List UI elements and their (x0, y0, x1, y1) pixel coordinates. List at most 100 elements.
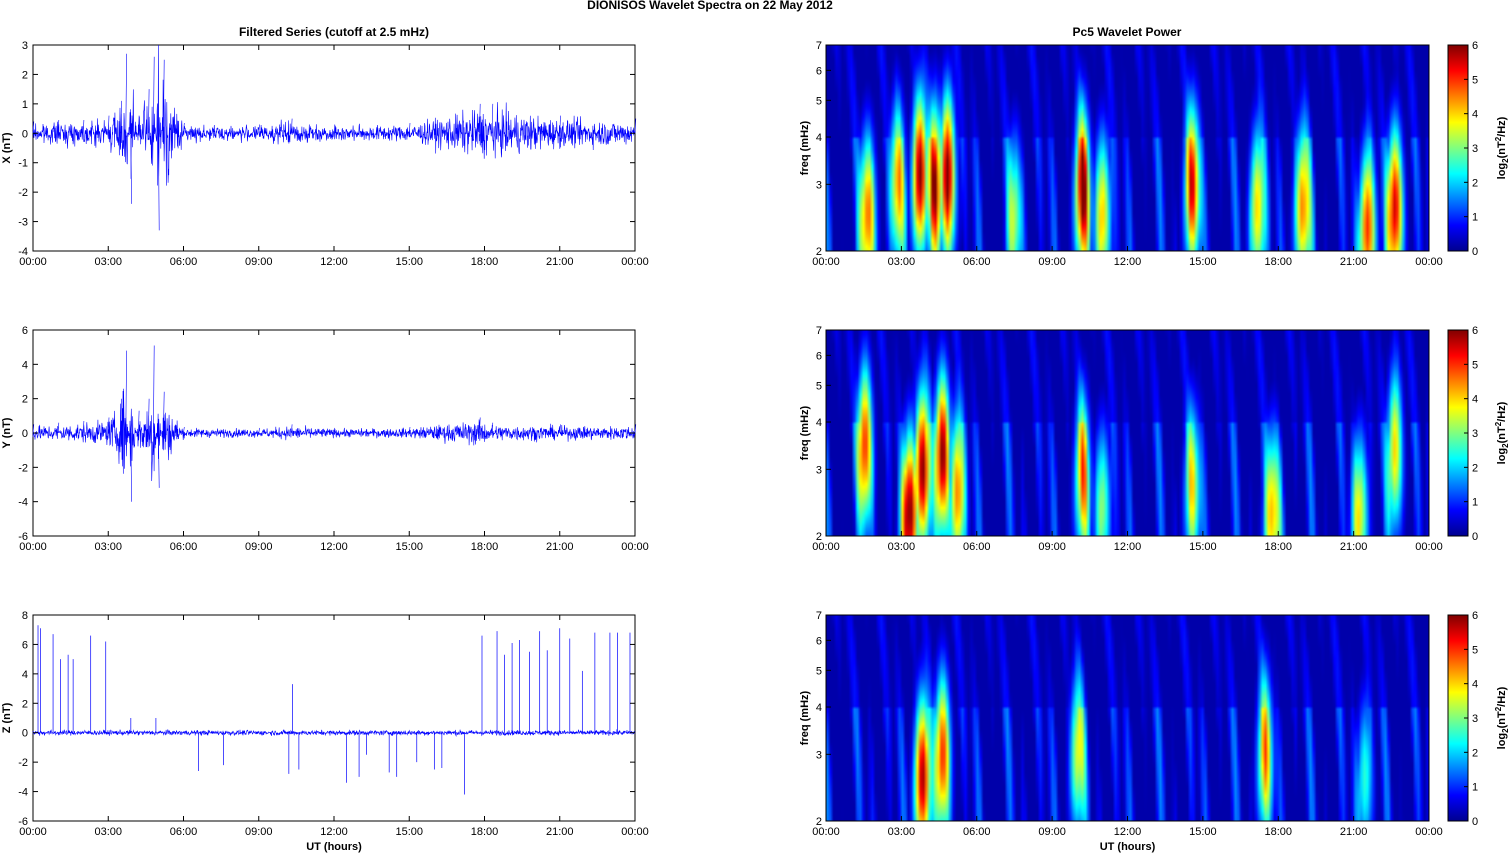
y-axis-label: X (nT) (1, 132, 13, 163)
x-tick-label: 18:00 (471, 256, 499, 268)
colorbar-tick-label: 6 (1472, 325, 1478, 337)
x-tick-label: 21:00 (1340, 826, 1368, 838)
colorbar-tick-label: 6 (1472, 610, 1478, 622)
colorbar-tick-label: 3 (1472, 143, 1478, 155)
y-tick-label: -4 (18, 497, 28, 509)
colorbar-tick-label: 2 (1472, 462, 1478, 474)
y-tick-label: 6 (22, 325, 28, 337)
x-tick-label: 18:00 (1264, 541, 1292, 553)
y-tick-label: 3 (816, 464, 822, 476)
y-tick-label: -2 (18, 462, 28, 474)
x-tick-label: 12:00 (1114, 541, 1142, 553)
x-tick-label: 18:00 (1264, 826, 1292, 838)
x-tick-label: 06:00 (170, 826, 198, 838)
x-tick-label: 12:00 (320, 826, 348, 838)
y-tick-label: 3 (22, 40, 28, 52)
y-axis-label: Y (nT) (1, 417, 13, 448)
x-tick-label: 00:00 (812, 541, 840, 553)
x-tick-label: 12:00 (1114, 256, 1142, 268)
y-tick-label: 6 (816, 635, 822, 647)
y-tick-label: -3 (18, 217, 28, 229)
x-tick-label: 00:00 (19, 826, 47, 838)
colorbar-tick-label: 5 (1472, 359, 1478, 371)
plot-area (32, 44, 636, 252)
colorbar-tick-label: 2 (1472, 747, 1478, 759)
y-tick-label: 4 (22, 669, 28, 681)
colorbar-tick-label: 6 (1472, 40, 1478, 52)
x-tick-label: 18:00 (1264, 256, 1292, 268)
y-tick-label: 4 (22, 359, 28, 371)
y-tick-label: 3 (816, 179, 822, 191)
x-tick-label: 00:00 (621, 541, 649, 553)
y-tick-label: 1 (22, 99, 28, 111)
y-axis-label: Z (nT) (1, 702, 13, 733)
y-tick-label: 0 (22, 728, 28, 740)
y-tick-label: 2 (816, 246, 822, 258)
colorbar-tick-label: 0 (1472, 246, 1478, 258)
x-tick-label: 06:00 (170, 541, 198, 553)
left-column-title: Filtered Series (cutoff at 2.5 mHz) (239, 25, 429, 39)
x-tick-label: 12:00 (320, 541, 348, 553)
wavelet-panel-2: 00:00 03:00 06:00 09:00 12:00 15:00 18:00 21:00… (799, 325, 1510, 553)
y-tick-label: 7 (816, 325, 822, 337)
x-tick-label: 21:00 (1340, 256, 1368, 268)
y-tick-label: 2 (22, 698, 28, 710)
y-tick-label: 4 (816, 702, 822, 714)
x-tick-label: 21:00 (546, 826, 574, 838)
y-tick-label: 2 (22, 69, 28, 81)
x-tick-label: 06:00 (963, 541, 991, 553)
x-tick-label: 21:00 (546, 541, 574, 553)
plot-area (32, 614, 636, 822)
series-panel-z: 00:00 03:00 06:00 09:00 12:00 15:00 18:00 21:00… (1, 610, 649, 853)
y-tick-label: 4 (816, 132, 822, 144)
x-tick-label: 06:00 (963, 256, 991, 268)
x-tick-label: 15:00 (395, 256, 423, 268)
series-line-x (32, 44, 637, 231)
figure-title: DIONISOS Wavelet Spectra on 22 May 2012 (587, 0, 833, 12)
y-tick-label: 0 (22, 428, 28, 440)
y-tick-label: 7 (816, 40, 822, 52)
y-axis-label: freq (mHz) (799, 405, 811, 460)
colorbar-tick-label: 4 (1472, 679, 1478, 691)
x-tick-label: 00:00 (19, 256, 47, 268)
colorbar-tick-label: 5 (1472, 74, 1478, 86)
x-tick-label: 00:00 (1415, 541, 1443, 553)
x-tick-label: 03:00 (888, 541, 916, 553)
y-tick-label: 6 (22, 639, 28, 651)
x-axis-label: UT (hours) (306, 841, 362, 853)
y-tick-label: 2 (816, 531, 822, 543)
x-tick-label: 09:00 (1038, 256, 1066, 268)
x-tick-label: 18:00 (471, 826, 499, 838)
colorbar-tick-label: 3 (1472, 428, 1478, 440)
y-tick-label: -2 (18, 187, 28, 199)
colorbar-label: log2(nT2/Hz) (1494, 116, 1510, 179)
colorbar-tick-label: 1 (1472, 212, 1478, 224)
x-tick-label: 12:00 (1114, 826, 1142, 838)
colorbar-tick-label: 4 (1472, 109, 1478, 121)
series-line-y (32, 345, 637, 502)
x-tick-label: 09:00 (245, 541, 273, 553)
y-tick-label: -6 (18, 531, 28, 543)
x-tick-label: 15:00 (1189, 541, 1217, 553)
y-tick-label: 3 (816, 749, 822, 761)
colorbar-tick-label: 1 (1472, 497, 1478, 509)
series-panel-y: 00:00 03:00 06:00 09:00 12:00 15:00 18:00 21:00… (1, 325, 649, 553)
y-tick-label: -4 (18, 246, 28, 258)
y-tick-label: 4 (816, 417, 822, 429)
x-tick-label: 03:00 (94, 541, 122, 553)
y-tick-label: -2 (18, 757, 28, 769)
x-tick-label: 15:00 (1189, 826, 1217, 838)
y-tick-label: -4 (18, 787, 28, 799)
x-tick-label: 03:00 (94, 826, 122, 838)
y-tick-label: 2 (816, 816, 822, 828)
x-tick-label: 03:00 (888, 826, 916, 838)
y-tick-label: 5 (816, 665, 822, 677)
x-tick-label: 15:00 (1189, 256, 1217, 268)
y-tick-label: -1 (18, 158, 28, 170)
x-tick-label: 09:00 (1038, 826, 1066, 838)
x-tick-label: 15:00 (395, 826, 423, 838)
x-tick-label: 00:00 (19, 541, 47, 553)
x-tick-label: 00:00 (621, 826, 649, 838)
y-tick-label: 7 (816, 610, 822, 622)
